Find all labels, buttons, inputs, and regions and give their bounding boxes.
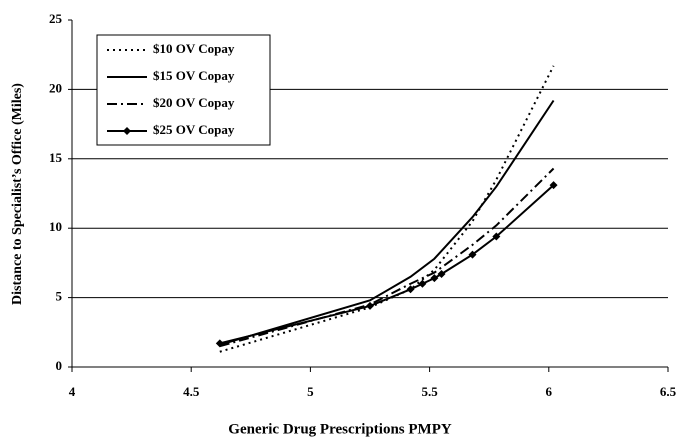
y-tick-label: 10: [49, 219, 62, 234]
legend-label: $10 OV Copay: [153, 41, 235, 56]
x-axis-label: Generic Drug Prescriptions PMPY: [228, 421, 452, 437]
legend-box: [96, 34, 271, 146]
series-line: [219, 184, 555, 345]
marker: [437, 270, 446, 279]
legend-label: $15 OV Copay: [153, 68, 235, 83]
series-line: [219, 167, 555, 348]
x-tick-label: 5.5: [421, 384, 438, 399]
y-tick-label: 5: [56, 289, 63, 304]
marker: [418, 279, 427, 288]
marker: [430, 274, 439, 283]
series-line: [219, 99, 555, 346]
x-tick-label: 4.5: [183, 384, 200, 399]
marker: [549, 181, 558, 190]
x-tick-label: 4: [69, 384, 76, 399]
marker: [406, 285, 415, 294]
y-tick-label: 0: [56, 358, 63, 373]
x-tick-label: 6: [546, 384, 553, 399]
legend-label: $25 OV Copay: [153, 122, 235, 137]
legend-label: $20 OV Copay: [153, 95, 235, 110]
legend-marker: [123, 127, 131, 135]
y-axis-label: Distance to Specialist’s Office (Miles): [10, 83, 25, 305]
y-tick-label: 15: [49, 150, 63, 165]
marker: [468, 250, 477, 259]
marker: [215, 339, 224, 348]
marker: [366, 301, 374, 310]
y-tick-label: 20: [49, 80, 62, 95]
marker: [492, 232, 501, 241]
x-tick-label: 5: [307, 384, 314, 399]
y-tick-label: 25: [49, 11, 63, 26]
x-tick-label: 6.5: [660, 384, 677, 399]
